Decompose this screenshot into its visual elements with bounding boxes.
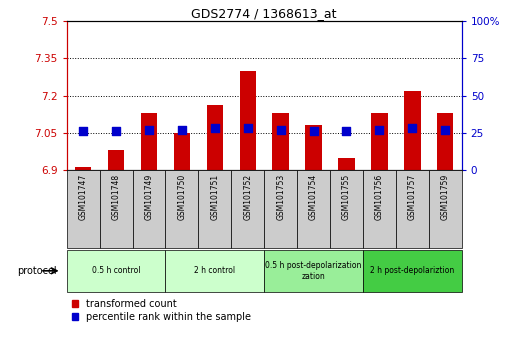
Bar [240,71,256,170]
Bar [67,250,165,292]
Legend: transformed count, percentile rank within the sample: transformed count, percentile rank withi… [71,299,251,321]
Text: 0.5 h control: 0.5 h control [92,266,141,275]
Bar [100,170,132,248]
Bar [305,125,322,170]
Text: GSM101756: GSM101756 [375,174,384,220]
Bar [165,250,264,292]
Bar [231,170,264,248]
Text: GSM101755: GSM101755 [342,174,351,220]
Point [408,125,417,131]
Bar [404,91,421,170]
Bar [207,105,223,170]
Point [277,127,285,133]
Bar [264,250,363,292]
Bar [396,170,429,248]
Text: protocol: protocol [17,266,56,276]
Bar [338,158,354,170]
Bar [429,170,462,248]
Bar [199,170,231,248]
Point [112,129,120,134]
Bar [371,113,388,170]
Bar [75,167,91,170]
Text: 2 h control: 2 h control [194,266,235,275]
Text: GSM101751: GSM101751 [210,174,220,220]
Text: GSM101749: GSM101749 [145,174,153,220]
Text: GSM101752: GSM101752 [243,174,252,220]
Point [178,127,186,133]
Bar [132,170,165,248]
Point [441,127,449,133]
Point [79,129,87,134]
Bar [174,133,190,170]
Bar [363,250,462,292]
Text: GSM101748: GSM101748 [111,174,121,220]
Bar [67,170,100,248]
Point [211,125,219,131]
Bar [165,170,199,248]
Bar [108,150,124,170]
Text: GSM101754: GSM101754 [309,174,318,220]
Text: GSM101757: GSM101757 [408,174,417,220]
Bar [272,113,289,170]
Bar [437,113,453,170]
Point [342,129,350,134]
Bar [141,113,157,170]
Bar [264,170,297,248]
Text: GSM101759: GSM101759 [441,174,450,220]
Bar [297,170,330,248]
Text: GSM101753: GSM101753 [276,174,285,220]
Title: GDS2774 / 1368613_at: GDS2774 / 1368613_at [191,7,337,20]
Point [376,127,384,133]
Point [309,129,318,134]
Text: GSM101747: GSM101747 [78,174,88,220]
Text: 0.5 h post-depolarization
zation: 0.5 h post-depolarization zation [265,261,362,280]
Point [145,127,153,133]
Text: GSM101750: GSM101750 [177,174,186,220]
Bar [363,170,396,248]
Point [244,125,252,131]
Bar [330,170,363,248]
Text: 2 h post-depolariztion: 2 h post-depolariztion [370,266,455,275]
